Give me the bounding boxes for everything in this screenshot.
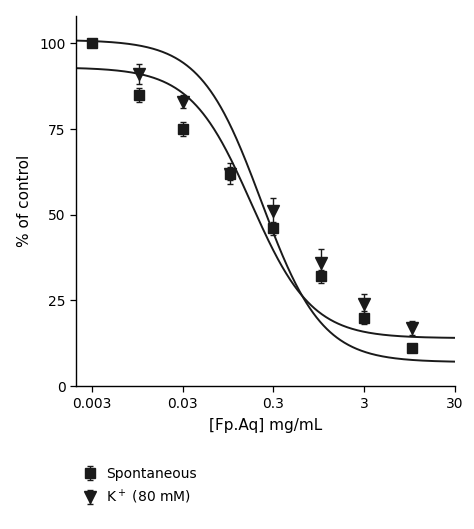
Y-axis label: % of control: % of control xyxy=(17,155,32,247)
Legend: Spontaneous, K$^+$ (80 mM): Spontaneous, K$^+$ (80 mM) xyxy=(83,467,197,506)
X-axis label: [Fp.Aq] mg/mL: [Fp.Aq] mg/mL xyxy=(209,417,322,433)
